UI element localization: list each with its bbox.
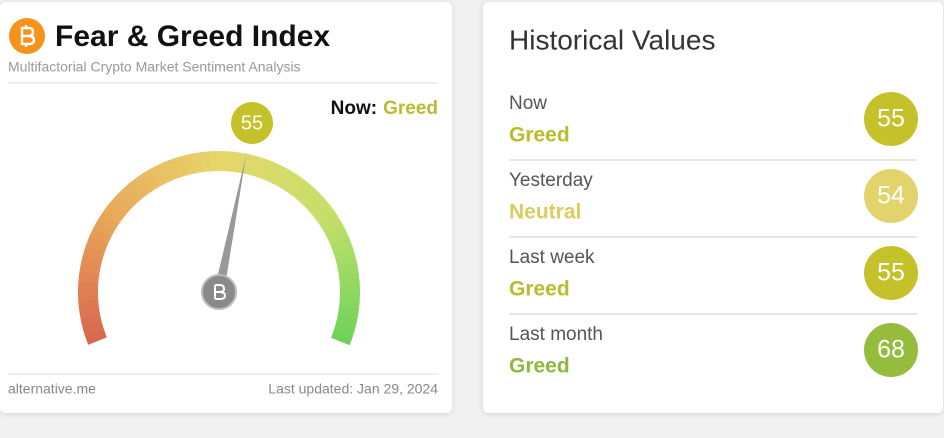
- gauge-arc: [79, 306, 101, 319]
- gauge-arc: [333, 245, 356, 261]
- gauge-arc: [298, 185, 319, 207]
- gauge-arc: [331, 329, 353, 346]
- subtitle: Multifactorial Crypto Market Sentiment A…: [8, 59, 301, 75]
- gauge-arc: [85, 236, 108, 253]
- gauge-arc: [200, 151, 212, 173]
- gauge-arc: [113, 191, 135, 212]
- gauge-arc: [323, 220, 346, 239]
- value-circle: [864, 246, 918, 300]
- gauge-arc: [257, 158, 274, 181]
- period: Last month: [509, 324, 603, 345]
- hub-glyph: [214, 284, 227, 300]
- classification: Greed: [509, 278, 570, 301]
- now-label: Now:: [331, 98, 377, 119]
- gauge-arc: [107, 198, 129, 219]
- gauge-arc: [182, 153, 196, 176]
- gauge-arc: [338, 272, 360, 284]
- gauge-arc: [82, 321, 105, 337]
- gauge-arc: [191, 152, 204, 174]
- gauge-arc: [339, 298, 360, 310]
- value-bubble: [231, 102, 273, 144]
- gauge-arc: [226, 151, 238, 173]
- gauge-arc: [333, 322, 356, 337]
- value: 54: [877, 182, 905, 210]
- gauge-arc: [234, 152, 247, 174]
- gauge-arc: [80, 254, 103, 268]
- title: Fear & Greed Index: [55, 20, 330, 53]
- classification: Greed: [509, 355, 570, 378]
- gauge-arc: [292, 179, 312, 202]
- gauge-arc: [173, 155, 189, 178]
- value: 55: [877, 259, 905, 287]
- classification: Neutral: [509, 201, 581, 224]
- gauge-arc: [92, 220, 115, 239]
- now-class: Greed: [383, 98, 438, 119]
- gauge-arc: [309, 198, 331, 219]
- gauge-arc: [304, 191, 325, 213]
- history-title: Historical Values: [509, 24, 715, 55]
- gauge-arc: [140, 169, 160, 192]
- gauge-arc: [250, 155, 265, 178]
- gauge-arc: [165, 158, 181, 181]
- period: Now: [509, 93, 547, 114]
- needle: [214, 154, 247, 293]
- value-circle: [864, 92, 918, 146]
- gauge-arc: [84, 329, 107, 345]
- value: 68: [877, 336, 905, 364]
- period: Yesterday: [509, 170, 593, 191]
- gauge-arc: [272, 165, 290, 188]
- value-circle: [864, 323, 918, 377]
- gauge-arc: [336, 314, 358, 328]
- value-circle: [864, 169, 918, 223]
- updated: Last updated: Jan 29, 2024: [268, 381, 438, 397]
- gauge-arc: [327, 229, 350, 246]
- classification: Greed: [509, 124, 570, 147]
- gauge-arc: [89, 228, 111, 246]
- value-label: 55: [241, 112, 263, 134]
- value: 55: [877, 105, 905, 133]
- bitcoin-glyph: [20, 25, 36, 47]
- source: alternative.me: [8, 381, 96, 397]
- gauge-arc: [330, 237, 353, 253]
- gauge-arc: [285, 174, 305, 197]
- gauge-arc: [78, 298, 99, 310]
- gauge-arc: [78, 272, 100, 284]
- gauge-arc: [102, 205, 124, 225]
- gauge-arc: [133, 174, 153, 196]
- gauge-arc: [80, 314, 102, 328]
- gauge: 55: [78, 102, 360, 346]
- gauge-arc: [337, 306, 359, 319]
- gauge-arc: [337, 263, 359, 276]
- gauge-arc: [335, 254, 358, 269]
- history-rows: Now Greed 55 Yesterday Neutral 54 Last week Gre…: [509, 92, 918, 378]
- gauge-arc: [126, 179, 146, 201]
- history-card: [483, 2, 943, 413]
- gauge-arc: [83, 245, 105, 261]
- gauge-arc: [119, 185, 140, 207]
- gauge-arc: [79, 263, 101, 276]
- gauge-arc: [265, 161, 282, 184]
- gauge-arc: [148, 165, 167, 188]
- gauge-arc: [319, 213, 342, 232]
- gauge-arc: [156, 161, 174, 184]
- gauge-arc: [97, 212, 119, 232]
- gauge-arc: [242, 153, 256, 176]
- period: Last week: [509, 247, 595, 268]
- gauge-arc: [279, 169, 298, 192]
- gauge-arc: [314, 205, 337, 225]
